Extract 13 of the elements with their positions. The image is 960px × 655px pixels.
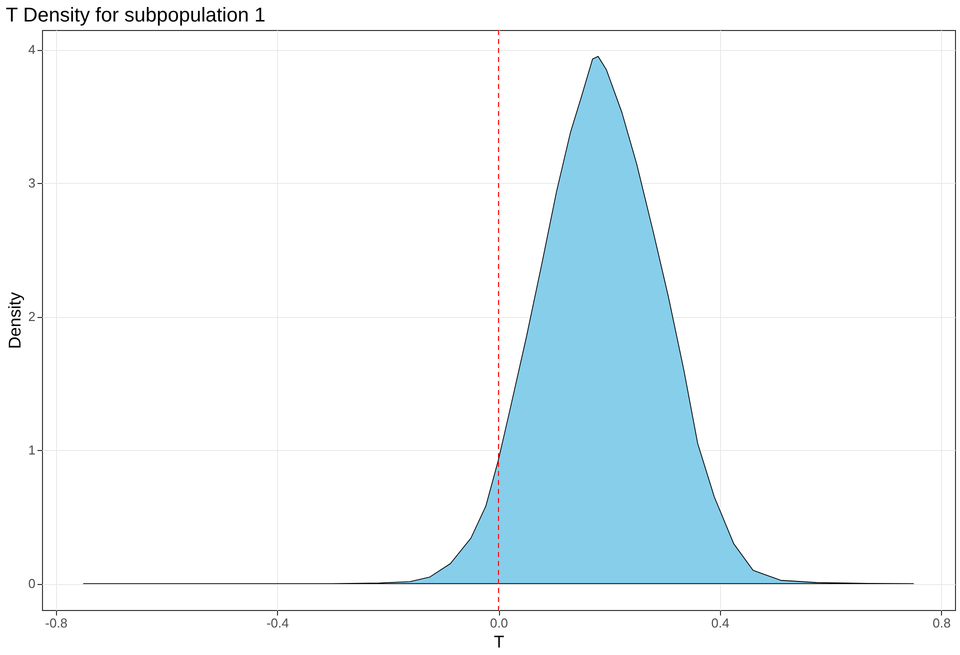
y-tick-label: 2 — [28, 309, 36, 324]
x-tick-label: 0.0 — [490, 616, 508, 630]
x-tick-label: 0.8 — [932, 616, 951, 630]
x-axis-title: T — [494, 632, 504, 652]
x-tick-label: 0.4 — [711, 616, 730, 630]
x-tick-label: -0.8 — [45, 616, 68, 630]
y-tick-label: 4 — [28, 42, 36, 58]
y-tick-label: 1 — [28, 442, 36, 458]
y-axis-title: Density — [5, 292, 24, 349]
y-tick-label: 0 — [28, 576, 36, 592]
y-tick-label: 3 — [28, 176, 36, 191]
x-tick-label: -0.4 — [266, 616, 289, 630]
chart-title: T Density for subpopulation 1 — [6, 4, 266, 26]
